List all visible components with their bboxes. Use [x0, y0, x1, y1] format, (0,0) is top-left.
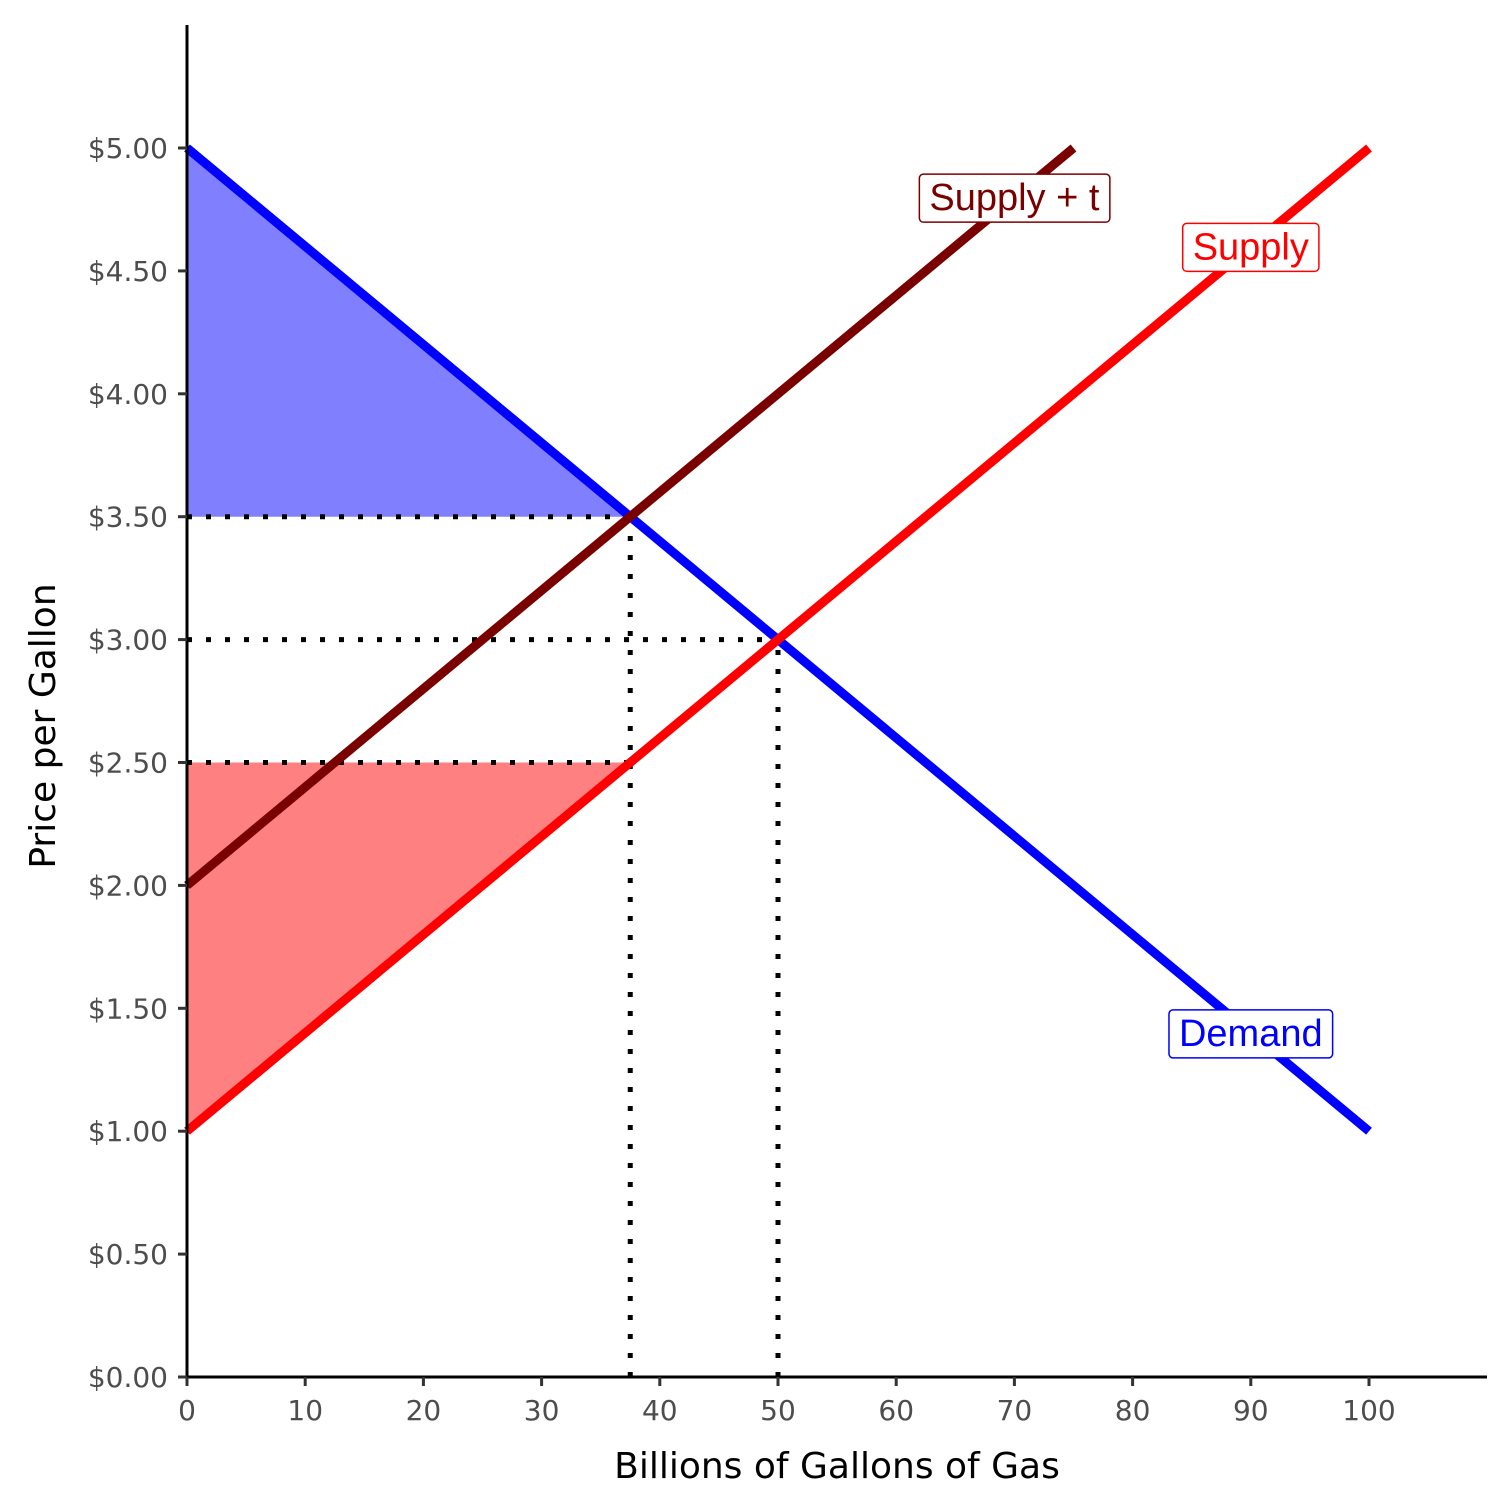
y-tick-label: $4.00 [88, 378, 168, 411]
x-tick-label: 40 [642, 1394, 678, 1427]
y-tick-label: $4.50 [88, 255, 168, 288]
y-tick-label: $1.50 [88, 992, 168, 1025]
supply-label-text: Supply [1193, 226, 1309, 268]
y-axis-ticks: $0.00 $0.50 $1.00 $1.50 $2.00 $2.50 $3.00 $3.50… [88, 132, 187, 1394]
axes [185, 25, 1487, 1379]
x-tick-label: 50 [760, 1394, 796, 1427]
curves [184, 144, 1372, 1135]
y-tick-label: $0.00 [88, 1361, 168, 1394]
y-tick-label: $2.00 [88, 869, 168, 902]
supply-label-box [1181, 222, 1320, 273]
x-axis-ticks: 0 10 20 30 40 50 60 70 80 90 100 [178, 1377, 1396, 1427]
x-axis-title: Billions of Gallons of Gas [614, 1446, 1060, 1487]
demand-label-text: Demand [1179, 1013, 1323, 1055]
demand-label: Demand [1168, 1009, 1334, 1059]
y-tick-label: $2.50 [88, 747, 168, 780]
y-tick-label: $0.50 [88, 1238, 168, 1271]
supply-label: Supply [1181, 222, 1320, 273]
supply-t-label-text: Supply + t [929, 177, 1099, 219]
supply-t-label: Supply + t [918, 173, 1111, 223]
x-tick-label: 0 [178, 1394, 196, 1427]
x-tick-label: 20 [406, 1394, 442, 1427]
y-tick-label: $5.00 [88, 132, 168, 165]
shaded-regions [187, 148, 631, 1132]
y-axis-title: Price per Gallon [23, 583, 64, 868]
y-tick-label: $1.00 [88, 1115, 168, 1148]
supply-curve [184, 144, 1372, 1135]
reference-lines [187, 514, 781, 1377]
x-tick-label: 10 [287, 1394, 323, 1427]
x-tick-label: 100 [1342, 1394, 1395, 1427]
supply-t-curve [184, 144, 1077, 889]
supply-t-label-box [918, 173, 1111, 223]
x-tick-label: 30 [524, 1394, 560, 1427]
y-tick-label: $3.00 [88, 624, 168, 657]
x-tick-label: 60 [878, 1394, 914, 1427]
x-tick-label: 90 [1233, 1394, 1269, 1427]
demand-label-box [1168, 1009, 1334, 1059]
x-tick-label: 80 [1115, 1394, 1151, 1427]
x-tick-label: 70 [997, 1394, 1033, 1427]
curve-labels: Supply + t Supply Demand [918, 173, 1334, 1059]
y-tick-label: $3.50 [88, 501, 168, 534]
